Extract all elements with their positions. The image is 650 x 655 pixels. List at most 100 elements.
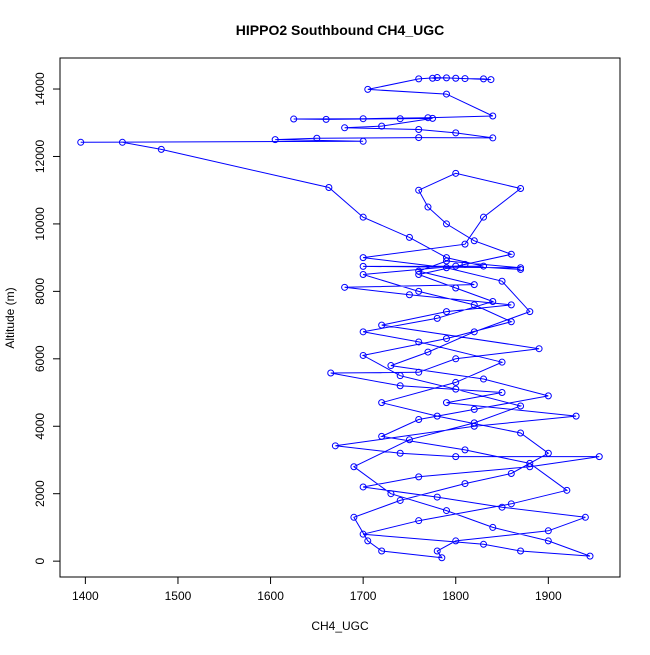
data-point (359, 483, 367, 491)
data-point (322, 115, 330, 123)
data-point (378, 547, 386, 555)
data-point (405, 233, 413, 241)
data-point (415, 271, 423, 279)
data-point (387, 490, 395, 498)
data-point (470, 405, 478, 413)
data-point (415, 368, 423, 376)
data-point (480, 262, 488, 270)
data-point (517, 547, 525, 555)
data-point (470, 328, 478, 336)
data-point (415, 186, 423, 194)
data-point (470, 422, 478, 430)
x-tick-label: 1800 (442, 589, 469, 603)
data-point (452, 129, 460, 137)
y-tick-label: 12000 (33, 139, 47, 173)
data-point (433, 314, 441, 322)
data-point (470, 281, 478, 289)
data-point (461, 75, 469, 83)
x-tick-label: 1900 (535, 589, 562, 603)
data-point (424, 203, 432, 211)
data-point (331, 442, 339, 450)
x-tick-label: 1400 (72, 589, 99, 603)
plot-frame (59, 57, 621, 578)
data-point (433, 493, 441, 501)
data-point (461, 240, 469, 248)
data-point (341, 283, 349, 291)
data-point (442, 399, 450, 407)
y-tick-label: 8000 (33, 278, 47, 305)
data-point (359, 262, 367, 270)
data-point (544, 392, 552, 400)
y-tick-label: 6000 (33, 345, 47, 372)
data-point (359, 115, 367, 123)
x-tick-label: 1700 (350, 589, 377, 603)
data-point (118, 138, 126, 146)
data-point (396, 382, 404, 390)
data-point (595, 453, 603, 461)
data-point (290, 115, 298, 123)
data-point (405, 436, 413, 444)
data-point (359, 137, 367, 145)
data-point (396, 372, 404, 380)
data-point (442, 90, 450, 98)
data-point (359, 530, 367, 538)
data-point (442, 335, 450, 343)
data-point (415, 125, 423, 133)
data-point (489, 112, 497, 120)
chart-title: HIPPO2 Southbound CH4_UGC (236, 22, 444, 38)
data-point (452, 355, 460, 363)
data-point (535, 345, 543, 353)
data-point (489, 297, 497, 305)
data-point (415, 517, 423, 525)
data-point (415, 267, 423, 275)
y-tick-label: 10000 (33, 207, 47, 241)
data-point (325, 183, 333, 191)
data-point (498, 503, 506, 511)
data-point (507, 250, 515, 258)
data-point (364, 85, 372, 93)
data-point (480, 75, 488, 83)
data-point (405, 291, 413, 299)
data-point (77, 138, 85, 146)
data-point (487, 76, 495, 84)
data-point (415, 473, 423, 481)
data-point (378, 399, 386, 407)
data-point (452, 537, 460, 545)
data-point (544, 527, 552, 535)
data-point (359, 254, 367, 262)
data-point (517, 429, 525, 437)
data-line (80, 77, 600, 559)
data-point (480, 540, 488, 548)
data-point (433, 412, 441, 420)
data-point (433, 74, 441, 82)
data-point (498, 358, 506, 366)
data-point (507, 469, 515, 477)
data-point (442, 308, 450, 316)
data-point (364, 537, 372, 545)
data-point (442, 220, 450, 228)
data-point (359, 328, 367, 336)
data-point (378, 321, 386, 329)
data-point (438, 554, 446, 562)
data-point (359, 351, 367, 359)
data-point (424, 348, 432, 356)
data-point (442, 254, 450, 262)
data-point (442, 257, 450, 265)
data-point (452, 378, 460, 386)
data-point (415, 287, 423, 295)
data-point (544, 449, 552, 457)
data-point (452, 284, 460, 292)
data-point (470, 237, 478, 245)
data-point (271, 136, 279, 144)
data-point (470, 419, 478, 427)
data-point (396, 496, 404, 504)
data-point (489, 134, 497, 142)
data-point (452, 74, 460, 82)
data-point (498, 277, 506, 285)
data-point (396, 449, 404, 457)
data-point (313, 134, 321, 142)
y-tick-label: 0 (33, 557, 47, 564)
data-point (581, 513, 589, 521)
